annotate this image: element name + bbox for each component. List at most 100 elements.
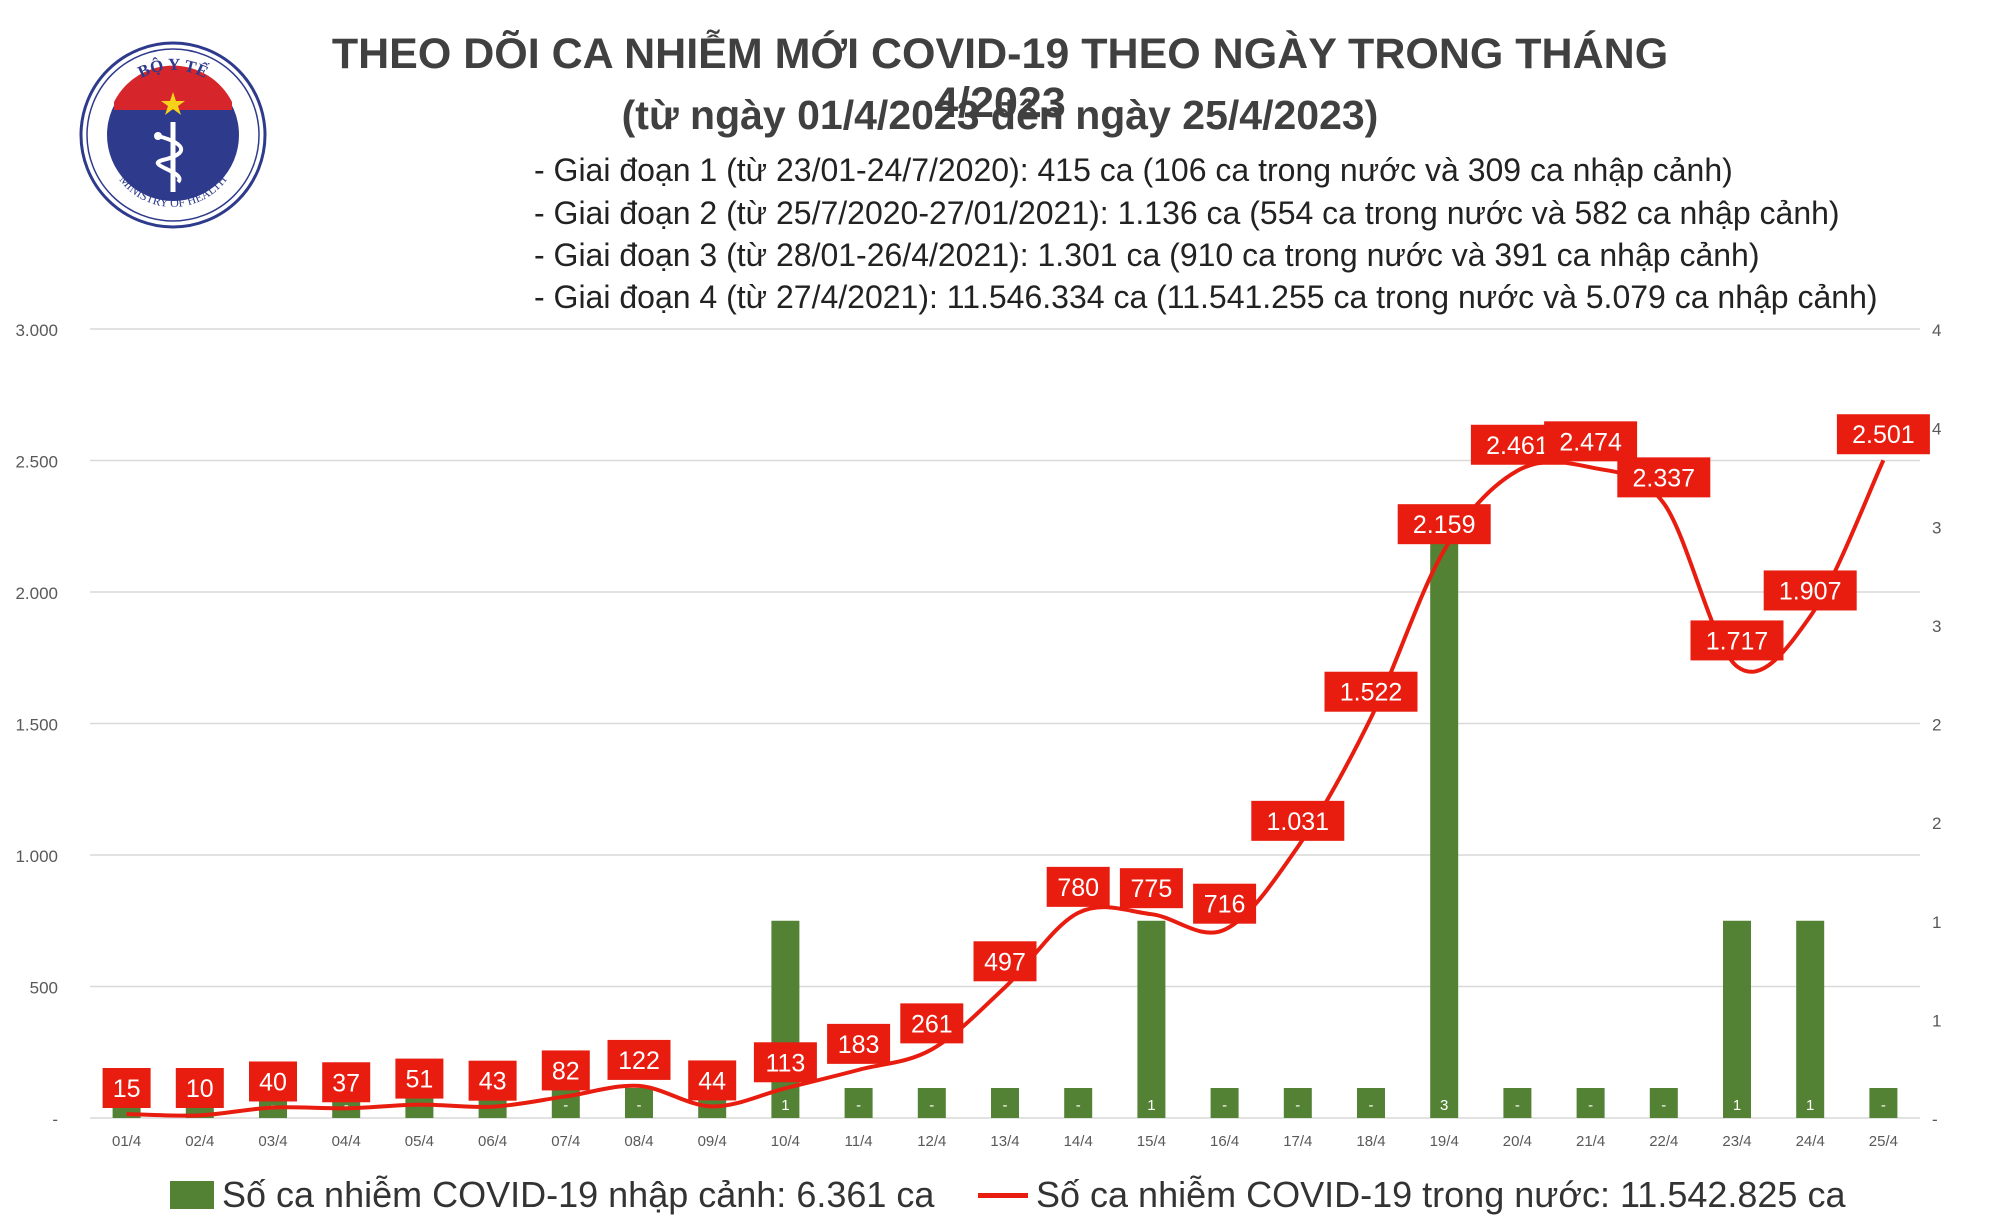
bar (1430, 526, 1459, 1118)
line-label-box (1690, 620, 1784, 661)
line-label-text: 183 (838, 1031, 880, 1059)
bar-data-label: 1 (1806, 1097, 1814, 1114)
x-axis: 01/4 02/4 03/4 04/4 05/4 06/4 07/4 08/4 09/4 10/4… (112, 1133, 1898, 1150)
bar-data-label: 1 (1147, 1097, 1155, 1114)
y-tick-label-left: 3.000 (15, 321, 58, 340)
x-tick-label: 23/4 (1722, 1133, 1751, 1150)
bar (1796, 920, 1825, 1118)
y-tick-label-right: 3 (1932, 617, 1941, 636)
bar-series-imported (112, 526, 1898, 1118)
bar (991, 1088, 1019, 1118)
line-label-text: 2.337 (1633, 464, 1696, 492)
bar-data-label: 1 (1733, 1097, 1741, 1114)
line-label-text: 780 (1057, 874, 1099, 902)
line-label-box (1836, 414, 1930, 455)
line-label-box (973, 941, 1037, 982)
line-data-label: 10 (175, 1068, 224, 1108)
line-data-label: 37 (322, 1062, 371, 1103)
bar (1064, 1088, 1093, 1118)
x-tick-label: 13/4 (990, 1133, 1019, 1150)
line-data-label: 44 (688, 1060, 737, 1101)
x-tick-label: 09/4 (698, 1133, 727, 1150)
phase-4-text: - Giai đoạn 4 (từ 27/4/2021): 11.546.334… (534, 279, 1878, 315)
line-label-text: 2.461 (1486, 432, 1549, 460)
x-tick-label: 15/4 (1137, 1133, 1166, 1150)
line-label-text: 1.522 (1340, 679, 1403, 707)
x-tick-label: 02/4 (185, 1133, 214, 1150)
bar (1210, 1088, 1239, 1118)
y-tick-label-left: 1.000 (15, 847, 58, 866)
line-label-text: 82 (552, 1057, 580, 1085)
legend-swatch-line (978, 1192, 1028, 1198)
line-label-box (395, 1058, 444, 1099)
bar (917, 1088, 946, 1118)
bar-data-label: - (1003, 1097, 1008, 1114)
line-path (126, 459, 1886, 1118)
bar (1503, 1088, 1532, 1118)
line-label-text: 40 (259, 1068, 287, 1096)
x-tick-label: 06/4 (478, 1133, 507, 1150)
x-tick-label: 24/4 (1796, 1133, 1825, 1150)
line-label-box (1251, 800, 1345, 841)
bar-data-label: - (856, 1097, 861, 1114)
line-label-text: 1.031 (1267, 808, 1330, 836)
x-tick-label: 25/4 (1869, 1133, 1898, 1150)
bar (1649, 1088, 1678, 1118)
bar-data-label: 1 (781, 1097, 789, 1114)
line-label-box (607, 1039, 671, 1080)
line-label-text: 2.474 (1559, 428, 1622, 456)
line-data-label: 1.907 (1763, 570, 1857, 611)
line-data-label: 2.501 (1836, 414, 1930, 455)
x-tick-label: 18/4 (1356, 1133, 1385, 1150)
x-tick-label: 16/4 (1210, 1133, 1239, 1150)
y-tick-label-right: - (1932, 1110, 1938, 1129)
left-axis: - 500 1.000 1.500 2.000 2.500 3.000 (15, 321, 58, 1129)
line-data-label: 1.031 (1251, 800, 1345, 841)
line-label-text: 44 (698, 1067, 726, 1095)
chart-subtitle: (từ ngày 01/4/2023 đến ngày 25/4/2023) (621, 92, 1379, 138)
line-label-box (900, 1003, 964, 1044)
line-label-box (541, 1050, 590, 1091)
line-label-box (1617, 457, 1711, 498)
line-label-box (1119, 868, 1183, 909)
x-tick-label: 19/4 (1430, 1133, 1459, 1150)
line-label-text: 1.907 (1779, 577, 1842, 605)
bar-data-label: - (1295, 1097, 1300, 1114)
line-label-box (688, 1060, 737, 1101)
line-label-box (175, 1068, 224, 1108)
bar (1357, 1088, 1385, 1118)
y-tick-label-right: 2 (1932, 814, 1941, 833)
line-label-text: 37 (332, 1069, 360, 1097)
x-tick-label: 11/4 (845, 1133, 873, 1150)
line-data-label: 775 (1119, 868, 1183, 909)
legend-label-domestic: Số ca nhiễm COVID-19 trong nước: 11.542.… (1036, 1174, 1846, 1215)
line-label-text: 43 (479, 1068, 507, 1096)
line-data-label: 122 (607, 1039, 671, 1080)
line-label-box (753, 1042, 817, 1083)
bar-data-label: - (1076, 1097, 1081, 1114)
bar (625, 1088, 653, 1118)
bar-data-label: - (344, 1097, 349, 1114)
line-data-label: 183 (827, 1023, 891, 1064)
line-label-text: 51 (405, 1066, 433, 1094)
ministry-of-health-logo: BỘ Y TẾ MINISTRY OF HEALTH (79, 41, 267, 229)
bar (844, 1088, 873, 1118)
line-data-label: 43 (468, 1060, 517, 1101)
y-tick-label-right: 4 (1932, 420, 1941, 439)
bar-data-label: - (1369, 1097, 1374, 1114)
line-label-text: 775 (1131, 875, 1173, 903)
phase-2-text: - Giai đoạn 2 (từ 25/7/2020-27/01/2021):… (534, 195, 1840, 231)
line-label-box (322, 1062, 371, 1103)
line-data-label: 1.717 (1690, 620, 1784, 661)
line-label-text: 2.501 (1852, 421, 1915, 449)
y-tick-label-left: - (52, 1110, 58, 1129)
x-tick-label: 22/4 (1649, 1133, 1678, 1150)
bar (1283, 1088, 1312, 1118)
y-tick-label-right: 1 (1932, 1011, 1941, 1030)
bar-data-label: - (1588, 1097, 1593, 1114)
gridlines (90, 328, 1920, 1119)
legend-swatch-bar (170, 1181, 214, 1209)
bar (1137, 920, 1166, 1118)
line-data-label: 497 (973, 941, 1037, 982)
line-data-label: 113 (753, 1042, 817, 1083)
